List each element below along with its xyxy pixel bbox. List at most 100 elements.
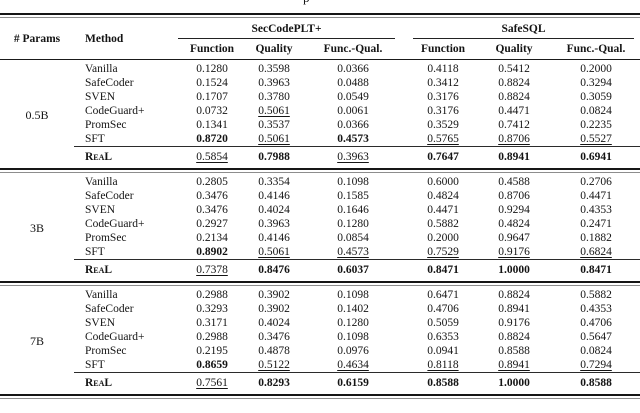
metric-value: 0.8659 — [196, 359, 228, 371]
metric-value: 0.0549 — [337, 91, 369, 103]
metric-value: 0.0854 — [337, 232, 369, 244]
metric-value: 0.4024 — [258, 204, 290, 216]
metric-value: 0.2805 — [196, 176, 228, 188]
metric-value: 0.7378 — [172, 259, 252, 281]
metric-value: 0.9176 — [498, 246, 530, 258]
col-header-funcqual-2: Func.-Qual. — [552, 39, 640, 60]
method-label: CodeGuard+ — [85, 331, 145, 343]
metric-value: 0.8293 — [252, 372, 296, 394]
metric-value: 0.8902 — [196, 246, 228, 258]
table-row: PromSec 0.2134 0.4146 0.0854 0.2000 0.9647 0.1… — [0, 231, 640, 245]
method-label: Vanilla — [85, 289, 118, 301]
method-label: ReaL — [74, 146, 172, 168]
metric-value: 0.3354 — [258, 176, 290, 188]
table-row: SVEN 0.3476 0.4024 0.1646 0.4471 0.9294 0.4353 — [0, 203, 640, 217]
table-row: PromSec 0.2195 0.4878 0.0976 0.0941 0.8588 0.0… — [0, 344, 640, 358]
metric-value: 0.9294 — [498, 204, 530, 216]
table-row: SVEN 0.3171 0.4024 0.1280 0.5059 0.9176 0.4706 — [0, 316, 640, 330]
metric-value: 0.2195 — [196, 345, 228, 357]
group-header-label: SafeSQL — [413, 18, 634, 39]
metric-value: 0.3537 — [258, 119, 290, 131]
table-row: CodeGuard+ 0.2927 0.3963 0.1280 0.5882 0.4824… — [0, 217, 640, 231]
table-row: 7B Vanilla 0.2988 0.3902 0.1098 0.6471 0.8824 0… — [0, 286, 640, 348]
metric-value: 0.5122 — [258, 359, 290, 371]
table-row: CodeGuard+ 0.0732 0.5061 0.0061 0.3176 0.4471… — [0, 104, 640, 118]
metric-value: 0.3176 — [427, 91, 459, 103]
method-label: PromSec — [85, 345, 127, 357]
metric-value: 0.6000 — [427, 176, 459, 188]
metric-value: 0.3529 — [427, 119, 459, 131]
metric-value: 1.0000 — [476, 372, 552, 394]
metric-value: 0.8118 — [427, 359, 459, 371]
metric-value: 0.5059 — [427, 317, 459, 329]
metric-value: 0.4706 — [580, 317, 612, 329]
metric-value: 0.8720 — [196, 133, 228, 145]
metric-value: 0.1341 — [196, 119, 228, 131]
metric-value: 0.0824 — [580, 345, 612, 357]
metric-value: 0.8471 — [552, 259, 640, 281]
method-label: ReaL — [74, 259, 172, 281]
table-row: PromSec 0.1341 0.3537 0.0366 0.3529 0.7412 0.2… — [0, 118, 640, 132]
table-row: SFT 0.8720 0.5061 0.4573 0.5765 0.8706 0.5527 — [0, 132, 640, 146]
metric-value: 0.3963 — [258, 218, 290, 230]
metric-value: 0.4471 — [427, 204, 459, 216]
caption-fragment: p — [303, 0, 323, 5]
metric-value: 0.3171 — [196, 317, 228, 329]
metric-value: 0.6824 — [580, 246, 612, 258]
metric-value: 0.4118 — [427, 63, 459, 75]
metric-value: 0.6471 — [427, 289, 459, 301]
table-body: 0.5B Vanilla 0.1280 0.3598 0.0366 0.4118 0.541… — [0, 60, 640, 394]
metric-value: 0.0366 — [337, 63, 369, 75]
metric-value: 0.9647 — [498, 232, 530, 244]
col-header-function-1: Function — [172, 39, 252, 60]
metric-value: 0.8476 — [252, 259, 296, 281]
table-row: 0.5B Vanilla 0.1280 0.3598 0.0366 0.4118 0.541… — [0, 60, 640, 122]
table-row: SafeCoder 0.1524 0.3963 0.0488 0.3412 0.8824 0… — [0, 76, 640, 90]
metric-value: 0.1280 — [337, 317, 369, 329]
metric-value: 0.3476 — [258, 331, 290, 343]
method-label: SFT — [85, 133, 105, 145]
metric-value: 0.3598 — [258, 63, 290, 75]
metric-value: 0.8588 — [552, 372, 640, 394]
metric-value: 0.2000 — [427, 232, 459, 244]
metric-value: 0.0976 — [337, 345, 369, 357]
metric-value: 0.4706 — [427, 303, 459, 315]
metric-value: 0.3176 — [427, 105, 459, 117]
metric-value: 0.7647 — [410, 146, 476, 168]
top-rule — [0, 13, 640, 18]
metric-value: 0.0732 — [196, 105, 228, 117]
method-label: CodeGuard+ — [85, 218, 145, 230]
metric-value: 0.1098 — [337, 176, 369, 188]
params-group-label: 3B — [29, 220, 44, 235]
metric-value: 0.8941 — [498, 303, 530, 315]
metric-value: 0.2988 — [196, 331, 228, 343]
method-label: SVEN — [85, 91, 116, 103]
metric-value: 0.4573 — [337, 133, 369, 145]
metric-value: 0.3294 — [580, 77, 612, 89]
method-label: ReaL — [74, 372, 172, 394]
metric-value: 0.5882 — [580, 289, 612, 301]
method-label: SVEN — [85, 204, 116, 216]
metric-value: 0.1524 — [196, 77, 228, 89]
metric-value: 0.3059 — [580, 91, 612, 103]
metric-value: 0.3963 — [258, 77, 290, 89]
col-header-params: # Params — [0, 18, 74, 60]
metric-value: 0.0061 — [337, 105, 369, 117]
metric-value: 0.4634 — [337, 359, 369, 371]
params-group-label: 7B — [29, 333, 44, 348]
metric-value: 0.2235 — [580, 119, 612, 131]
metric-value: 0.1402 — [337, 303, 369, 315]
metric-value: 0.1707 — [196, 91, 228, 103]
table-row: SFT 0.8659 0.5122 0.4634 0.8118 0.8941 0.7294 — [0, 358, 640, 372]
metric-value: 0.8941 — [498, 359, 530, 371]
method-label: SafeCoder — [85, 303, 134, 315]
metric-value: 0.6941 — [552, 146, 640, 168]
metric-value: 0.1585 — [337, 190, 369, 202]
method-label: PromSec — [85, 119, 127, 131]
group-separator — [0, 168, 640, 173]
results-table: # Params Method SecCodePLT+ SafeSQL Func… — [0, 13, 640, 399]
method-label: Vanilla — [85, 63, 118, 75]
real-row: ReaL 0.5854 0.7988 0.3963 0.7647 0.8941 0.6941 — [0, 146, 640, 168]
method-label: CodeGuard+ — [85, 105, 145, 117]
col-header-quality-2: Quality — [476, 39, 552, 60]
